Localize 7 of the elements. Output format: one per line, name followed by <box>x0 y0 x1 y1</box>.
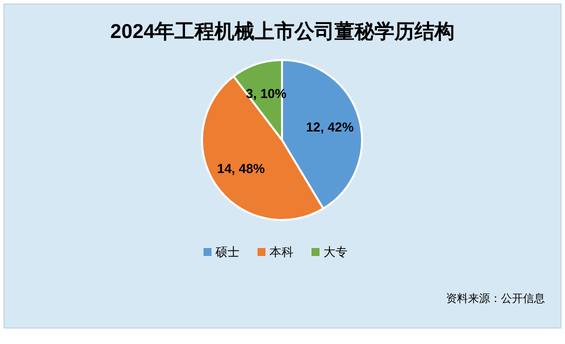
chart-title: 2024年工程机械上市公司董秘学历结构 <box>110 20 455 43</box>
legend-label: 本科 <box>270 245 294 259</box>
data-label: 14, 48% <box>217 160 266 176</box>
legend-label: 大专 <box>324 245 348 259</box>
legend-label: 硕士 <box>214 245 240 259</box>
text: 资料来源：公开信息 <box>446 292 545 305</box>
data-label: 12, 42% <box>306 120 354 135</box>
